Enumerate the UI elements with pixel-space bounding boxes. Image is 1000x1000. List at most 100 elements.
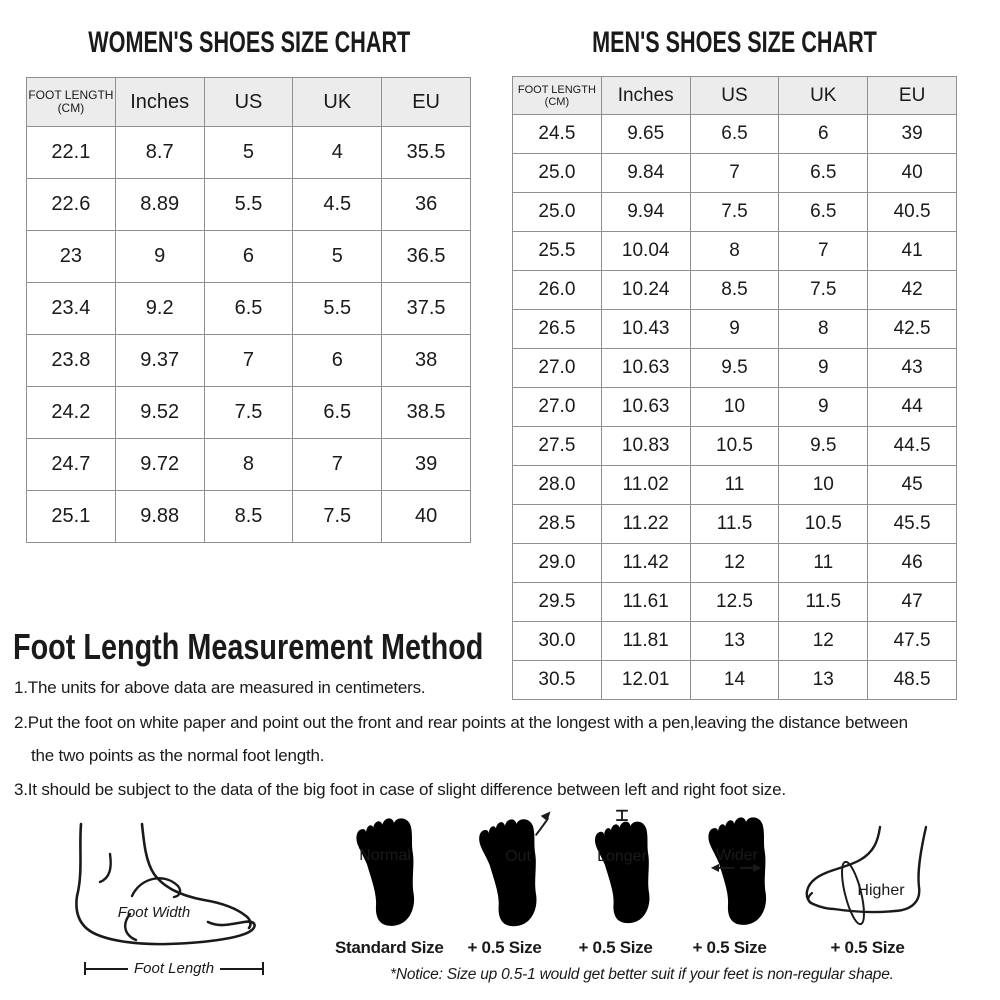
table-cell: 22.6 [26, 178, 116, 231]
table-row: 22.6 8.89 5.5 4.5 36 [26, 178, 471, 231]
table-row: 27.0 10.63 10 9 44 [512, 387, 957, 427]
table-row: 29.0 11.42 12 11 46 [512, 543, 957, 583]
table-cell: 23.4 [26, 282, 116, 335]
table-row: 25.0 9.84 7 6.5 40 [512, 153, 957, 193]
out-foot-label: Out [505, 848, 531, 865]
instruction-line: 2.Put the foot on white paper and point … [14, 713, 908, 732]
table-cell: 9.88 [114, 490, 205, 543]
table-cell: 28.0 [512, 465, 602, 505]
table-cell: 24.2 [26, 386, 116, 439]
table-cell: 30.0 [512, 621, 602, 661]
table-cell: 7.5 [203, 386, 294, 439]
table-cell: 36 [381, 178, 471, 231]
table-row: 27.5 10.83 10.5 9.5 44.5 [512, 426, 957, 466]
table-cell: 9.2 [114, 282, 205, 335]
table-cell: 6 [778, 114, 869, 154]
plus-half-size-label: + 0.5 Size [830, 938, 905, 957]
header-row: FOOT LENGTH (CM) Inches US UK EU [512, 76, 957, 115]
table-cell: 27.0 [512, 387, 602, 427]
table-cell: 10.63 [600, 387, 691, 427]
table-cell: 26.0 [512, 270, 602, 310]
table-cell: 48.5 [867, 660, 957, 700]
table-cell: 11.22 [600, 504, 691, 544]
table-cell: 5.5 [203, 178, 294, 231]
table-cell: 10.5 [689, 426, 780, 466]
table-cell: 29.0 [512, 543, 602, 583]
table-cell: 5 [292, 230, 383, 283]
table-cell: 12.5 [689, 582, 780, 622]
table-cell: 10.63 [600, 348, 691, 388]
table-row: 22.1 8.7 5 4 35.5 [26, 126, 471, 179]
mens-table-body: 24.5 9.65 6.5 6 39 25.0 9.84 7 6.5 40 25.0 9.94 7.5 6… [512, 114, 957, 700]
table-cell: 38.5 [381, 386, 471, 439]
table-row: 29.5 11.61 12.5 11.5 47 [512, 582, 957, 622]
table-cell: 6 [203, 230, 294, 283]
column-header: Inches [600, 76, 691, 115]
table-row: 25.5 10.04 8 7 41 [512, 231, 957, 271]
table-row: 28.0 11.02 11 10 45 [512, 465, 957, 505]
table-cell: 42 [867, 270, 957, 310]
mens-size-table: FOOT LENGTH (CM) Inches US UK EU 24.5 9.65 6.5 6… [512, 76, 957, 700]
table-row: 24.7 9.72 8 7 39 [26, 438, 471, 491]
notice-text: *Notice: Size up 0.5-1 would get better … [390, 966, 894, 983]
table-cell: 24.7 [26, 438, 116, 491]
column-header: FOOT LENGTH (CM) [512, 76, 602, 115]
foot-side-sketch-icon [75, 822, 256, 946]
column-header: Inches [114, 77, 205, 127]
table-cell: 5.5 [292, 282, 383, 335]
table-cell: 22.1 [26, 126, 116, 179]
table-row: 30.5 12.01 14 13 48.5 [512, 660, 957, 700]
table-cell: 7 [778, 231, 869, 271]
table-cell: 9 [778, 348, 869, 388]
table-cell: 9 [114, 230, 205, 283]
wider-foot-sole-icon [708, 817, 767, 925]
normal-foot-label: Normal [359, 847, 411, 864]
instruction-line: 3.It should be subject to the data of th… [14, 780, 786, 799]
table-cell: 25.1 [26, 490, 116, 543]
wider-foot-label: Wider [716, 847, 758, 864]
table-cell: 39 [381, 438, 471, 491]
table-cell: 36.5 [381, 230, 471, 283]
table-cell: 14 [689, 660, 780, 700]
table-cell: 28.5 [512, 504, 602, 544]
table-cell: 6.5 [203, 282, 294, 335]
table-cell: 25.0 [512, 153, 602, 193]
table-row: 28.5 11.22 11.5 10.5 45.5 [512, 504, 957, 544]
table-cell: 7 [689, 153, 780, 193]
table-cell: 12.01 [600, 660, 691, 700]
table-cell: 40.5 [867, 192, 957, 232]
column-header: EU [381, 77, 471, 127]
table-cell: 11.42 [600, 543, 691, 583]
table-cell: 7.5 [778, 270, 869, 310]
table-cell: 47 [867, 582, 957, 622]
table-cell: 6.5 [689, 114, 780, 154]
column-header: FOOT LENGTH (CM) [26, 77, 116, 127]
table-cell: 10.24 [600, 270, 691, 310]
table-cell: 30.5 [512, 660, 602, 700]
table-row: 23 9 6 5 36.5 [26, 230, 471, 283]
column-header: EU [867, 76, 957, 115]
table-cell: 45.5 [867, 504, 957, 544]
table-row: 27.0 10.63 9.5 9 43 [512, 348, 957, 388]
table-cell: 10.5 [778, 504, 869, 544]
measurement-method-title: Foot Length Measurement Method [13, 626, 484, 667]
table-cell: 8.7 [114, 126, 205, 179]
table-row: 23.8 9.37 7 6 38 [26, 334, 471, 387]
table-cell: 10.83 [600, 426, 691, 466]
table-cell: 6.5 [778, 192, 869, 232]
table-cell: 38 [381, 334, 471, 387]
table-cell: 10.04 [600, 231, 691, 271]
table-cell: 9.65 [600, 114, 691, 154]
table-row: 24.5 9.65 6.5 6 39 [512, 114, 957, 154]
table-cell: 8 [203, 438, 294, 491]
table-cell: 12 [689, 543, 780, 583]
mens-table-header: FOOT LENGTH (CM) Inches US UK EU [512, 76, 957, 115]
table-cell: 9.5 [689, 348, 780, 388]
column-header: UK [778, 76, 869, 115]
table-cell: 26.5 [512, 309, 602, 349]
table-cell: 11 [689, 465, 780, 505]
womens-chart-title: WOMEN'S SHOES SIZE CHART [88, 26, 411, 59]
table-cell: 9.94 [600, 192, 691, 232]
table-cell: 47.5 [867, 621, 957, 661]
table-cell: 4 [292, 126, 383, 179]
